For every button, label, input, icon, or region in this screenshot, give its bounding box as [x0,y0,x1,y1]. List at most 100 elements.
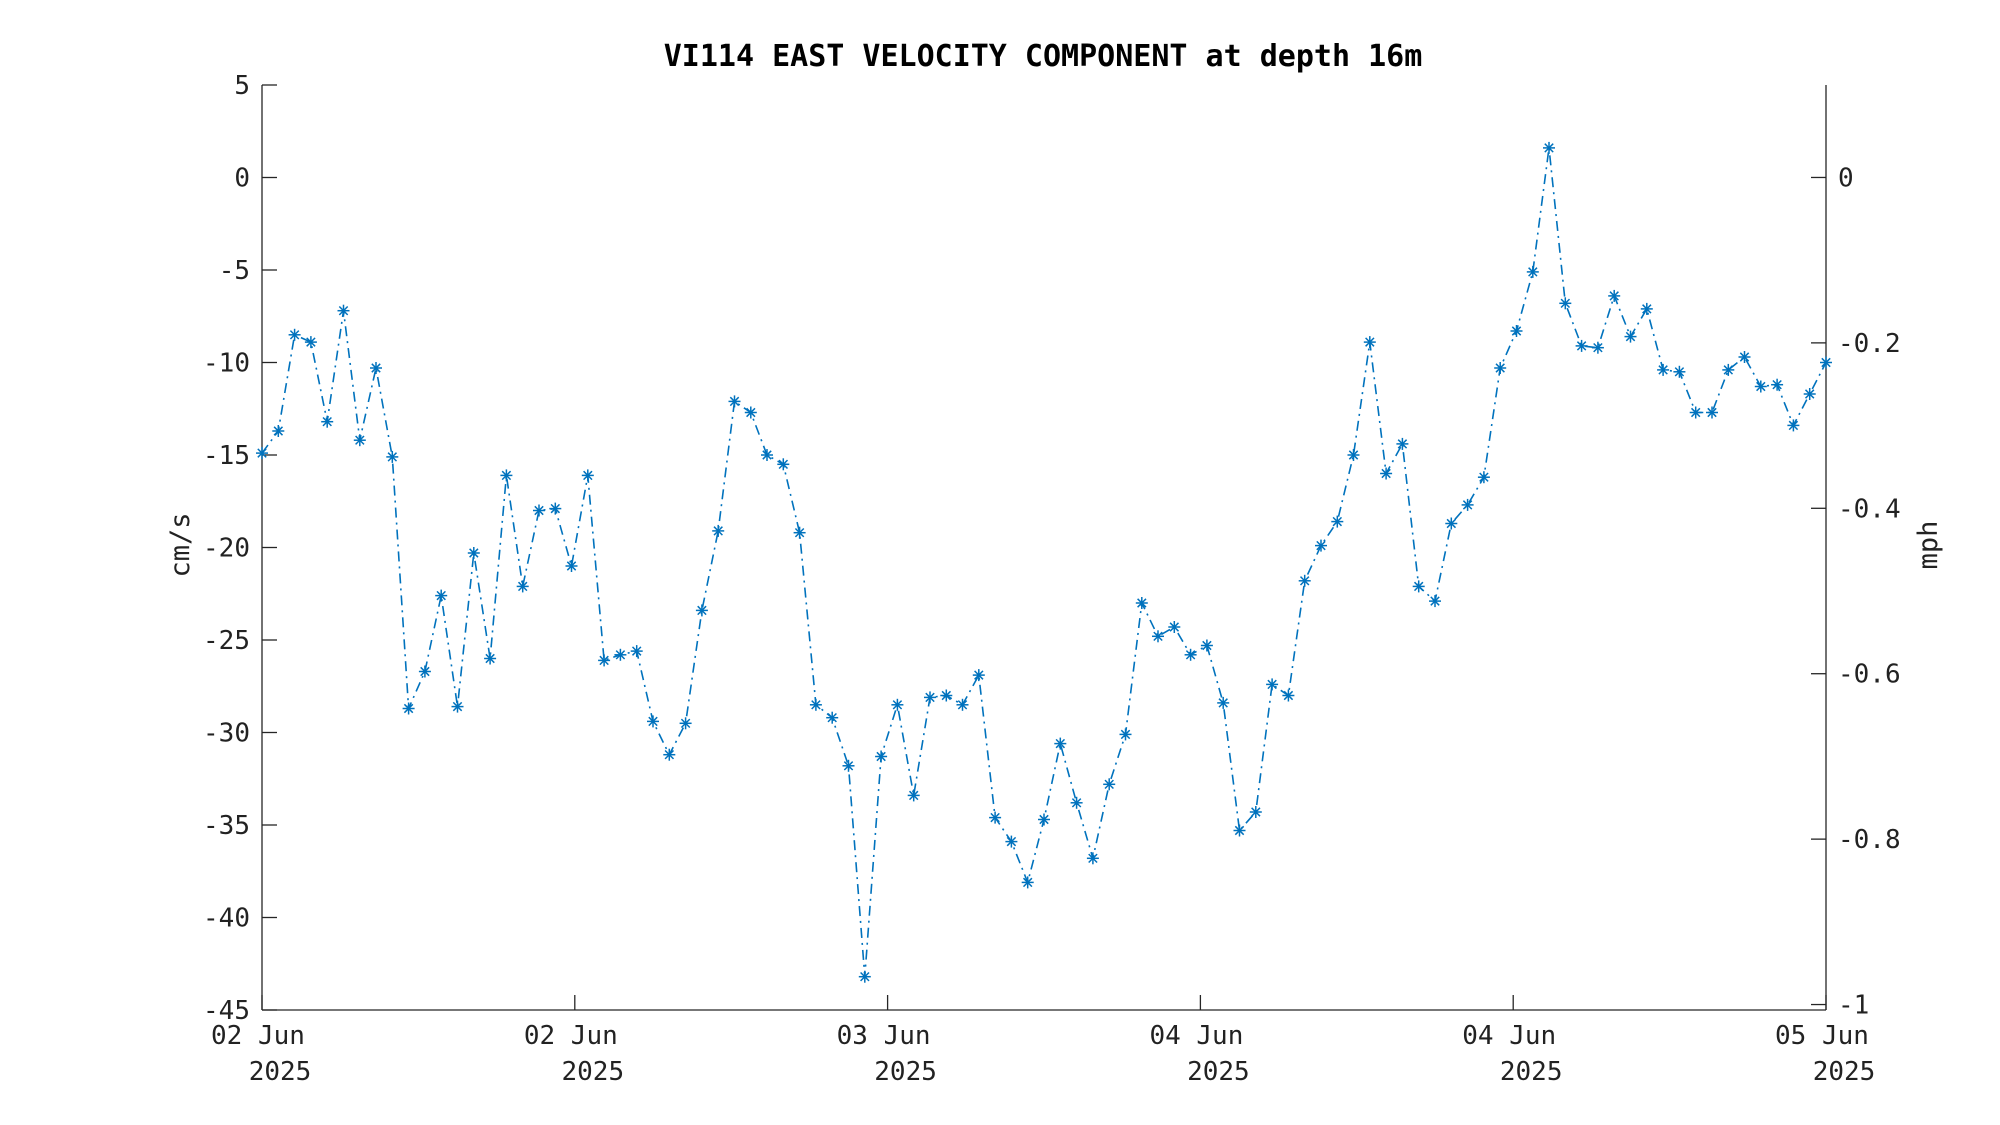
data-point [989,811,1002,824]
marker-stroke [729,396,740,407]
data-point [1233,824,1246,837]
marker-stroke [1609,291,1619,301]
data-point [1200,639,1213,652]
y2-axis-label: mph [1913,521,1944,570]
marker-stroke [338,305,349,316]
marker-stroke [1299,576,1310,586]
data-point [891,698,904,711]
marker-stroke [974,670,984,680]
chart-title: VI114 EAST VELOCITY COMPONENT at depth 1… [664,39,1423,74]
data-point [1217,696,1230,709]
x-tick-label-day: 03 Jun [837,1021,931,1051]
marker-stroke [1446,518,1457,529]
marker-stroke [1071,798,1082,808]
x-tick-label-year: 2025 [874,1057,937,1087]
data-point [1477,471,1490,484]
marker-stroke [876,751,886,762]
data-point [321,415,334,428]
marker-stroke [957,700,968,710]
marker-stroke [1283,690,1294,701]
marker-stroke [273,426,284,436]
marker-stroke [420,666,430,677]
marker-stroke [1088,853,1098,864]
marker-stroke [1674,367,1685,377]
data-point [516,580,529,593]
data-point [842,759,855,772]
data-point [614,648,627,661]
data-point [826,711,839,724]
data-point [1754,380,1767,393]
marker-stroke [550,503,561,514]
marker-stroke [469,548,479,558]
marker-stroke [892,700,903,710]
marker-stroke [762,450,772,460]
data-point [1412,580,1425,593]
marker-stroke [1723,365,1734,375]
data-point [337,304,350,317]
data-point [1103,778,1116,791]
marker-stroke [941,690,952,701]
marker-stroke [925,692,935,703]
marker-stroke [648,716,658,727]
marker-stroke [289,330,300,340]
marker-stroke [1202,640,1212,651]
marker-stroke [387,452,398,462]
data-point [1624,330,1637,343]
data-point [663,748,676,761]
data-point [288,328,301,341]
data-point [1038,813,1050,826]
x-tick-label-day: 05 Jun [1775,1021,1869,1051]
data-point [1820,356,1832,369]
y-axis-label: cm/s [165,512,196,577]
y2-tick-label: -0.6 [1838,660,1901,690]
data-point [500,469,513,482]
data-point [1673,365,1686,378]
axes: 5 0 -5 -10 -15 -20 -25 -30 -35 -40 -45 0 -0.2 -0.4 -0.… [203,71,1901,1087]
marker-stroke [1413,581,1424,592]
y-tick-label: -20 [203,534,250,564]
data-point [972,669,985,682]
data-point [956,698,969,711]
marker-stroke [1756,381,1766,392]
y-tick-label: -30 [203,719,250,749]
marker-stroke [1218,698,1228,708]
y-tick-label: -5 [219,256,250,286]
y2-tick-label: -0.4 [1838,494,1901,524]
marker-stroke [1267,679,1277,690]
marker-stroke [1821,357,1831,368]
marker-stroke [631,646,642,656]
marker-stroke [746,407,756,418]
data-point [1526,265,1539,278]
data-point [1086,852,1099,865]
marker-stroke [322,416,332,427]
y-tick-label: -35 [203,811,250,841]
data-point [1559,297,1572,310]
data-point [1070,796,1083,809]
data-point [598,654,611,667]
data-point [1184,648,1197,661]
data-point [1249,806,1262,818]
data-point [484,652,497,665]
data-point [679,717,692,730]
x-tick-label-day: 02 Jun [524,1021,618,1051]
data-point [272,425,285,437]
data-point [858,970,871,983]
marker-stroke [843,761,854,771]
marker-stroke [811,700,821,710]
y-tick-label: -40 [203,904,250,934]
marker-stroke [615,650,626,660]
marker-stroke [1576,341,1587,351]
marker-stroke [794,527,805,538]
data-point [1347,449,1360,461]
data-point [1168,621,1181,633]
data-point [1738,351,1751,363]
marker-stroke [1593,342,1603,353]
data-point [1494,362,1507,374]
series-line [261,147,1827,977]
data-point [581,469,594,482]
marker-stroke [1137,598,1147,608]
y2-tick-label: -1 [1838,991,1869,1021]
data-point [1363,336,1376,349]
data-point [1445,517,1458,530]
data-point [907,789,920,802]
